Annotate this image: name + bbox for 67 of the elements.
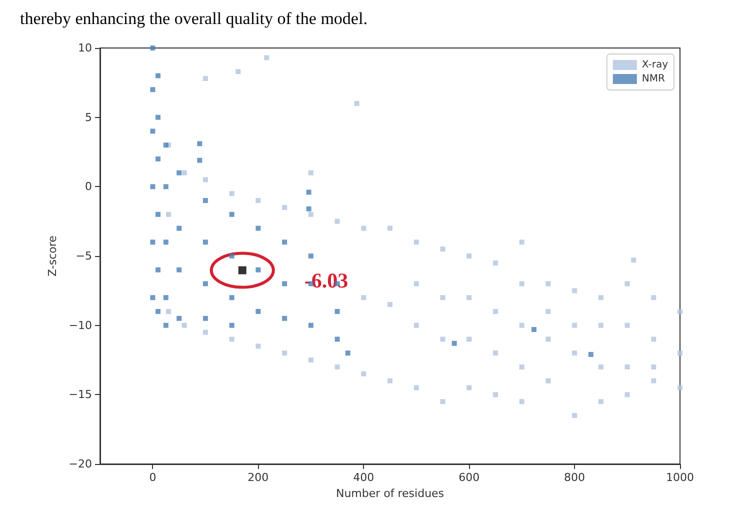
x-tick-label: 600	[458, 471, 480, 484]
x-tick-label: 800	[564, 471, 586, 484]
point	[306, 190, 312, 195]
point	[308, 322, 314, 328]
point	[176, 226, 182, 231]
y-tick-label: 5	[85, 110, 92, 124]
x-axis-title: Number of residues	[336, 487, 444, 500]
point	[202, 316, 208, 321]
point	[202, 281, 208, 286]
point	[256, 308, 261, 314]
point	[202, 198, 208, 204]
point	[163, 142, 168, 148]
y-tick-label: −20	[68, 458, 92, 470]
y-tick-label: 10	[78, 42, 92, 54]
point	[229, 254, 234, 258]
point	[176, 170, 182, 176]
point	[163, 240, 168, 245]
point	[176, 267, 182, 272]
point	[531, 326, 536, 332]
point	[282, 240, 288, 245]
point	[163, 184, 168, 190]
legend-label: X-ray	[642, 60, 668, 70]
point	[308, 254, 314, 258]
point	[202, 240, 208, 245]
point	[229, 295, 234, 300]
point	[156, 156, 160, 162]
y-tick-label: 0	[85, 180, 92, 194]
point	[163, 322, 168, 328]
legend-label: NMR	[642, 74, 665, 84]
point	[156, 308, 160, 314]
point	[150, 240, 156, 245]
y-tick-label: −10	[68, 318, 92, 332]
point	[156, 114, 160, 120]
point	[176, 316, 182, 321]
point	[156, 73, 160, 78]
point	[256, 226, 261, 231]
point	[197, 158, 202, 163]
point	[229, 322, 234, 328]
point	[334, 336, 340, 342]
text: thereby enhancing the overall quality of the model.	[20, 9, 368, 28]
point	[238, 266, 246, 274]
point	[306, 206, 312, 212]
x-tick-label: 0	[149, 471, 156, 484]
point	[588, 352, 594, 357]
point	[163, 295, 168, 300]
point	[156, 267, 160, 272]
point	[229, 212, 234, 217]
point	[150, 87, 156, 92]
x-tick-label: 400	[353, 471, 374, 484]
point	[282, 316, 288, 321]
y-tick-label: −15	[68, 388, 92, 402]
x-tick-label: 200	[248, 471, 269, 484]
y-axis-title: Z-score	[46, 235, 59, 276]
point	[256, 267, 261, 272]
point	[156, 212, 160, 217]
point	[452, 340, 457, 346]
point	[150, 46, 156, 50]
point	[282, 281, 288, 286]
y-tick-label: −5	[76, 250, 92, 262]
point	[197, 141, 202, 146]
point	[150, 128, 156, 134]
point	[334, 308, 340, 314]
point	[150, 295, 156, 300]
x-tick-label: 1000	[666, 471, 694, 484]
point	[150, 184, 156, 190]
point	[345, 350, 350, 356]
annotation: -6.03	[304, 268, 348, 292]
